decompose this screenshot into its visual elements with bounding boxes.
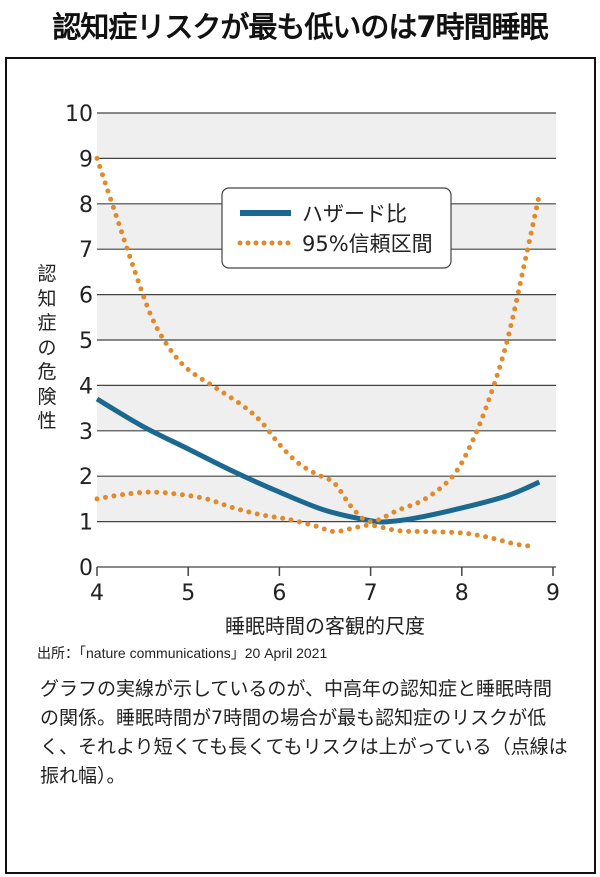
x-tick-label: 8	[455, 581, 469, 606]
y-tick-label: 9	[79, 147, 93, 172]
x-tick-label: 7	[364, 581, 378, 606]
y-tick-label: 7	[79, 238, 93, 263]
x-tick-label: 4	[90, 581, 104, 606]
y-tick-label: 10	[65, 102, 93, 127]
chart-frame	[5, 57, 596, 874]
x-axis-label: 睡眠時間の客観的尺度	[225, 614, 425, 638]
y-tick-label: 8	[79, 193, 93, 218]
y-tick-label: 1	[79, 511, 93, 536]
page-title: 認知症リスクが最も低いのは7時間睡眠	[52, 10, 548, 44]
y-tick-label: 3	[79, 420, 93, 445]
y-tick-label: 5	[79, 329, 93, 354]
x-tick-label: 9	[546, 581, 560, 606]
y-axis-label: 認知症の危険性	[37, 263, 57, 432]
y-tick-label: 2	[79, 465, 93, 490]
x-tick-label: 6	[272, 581, 286, 606]
legend-label: 95%信頼区間	[302, 232, 433, 256]
ci-upper-line	[94, 155, 542, 525]
x-tick-label: 5	[181, 581, 195, 606]
hazard-ratio-line	[95, 396, 541, 525]
legend-box	[221, 187, 452, 269]
y-tick-label: 0	[79, 556, 93, 581]
y-tick-label: 6	[79, 284, 93, 309]
background-band	[97, 294, 556, 340]
ci-lower-line	[94, 489, 538, 550]
legend-label: ハザード比	[302, 202, 407, 226]
caption: グラフの実線が示しているのが、中高年の認知症と睡眠時間の関係。睡眠時間が7時間の…	[40, 678, 568, 787]
y-tick-label: 4	[79, 374, 93, 399]
background-band	[97, 113, 556, 159]
source-note: 出所：「nature communications」20 April 2021	[37, 645, 328, 661]
background-band	[97, 476, 556, 522]
